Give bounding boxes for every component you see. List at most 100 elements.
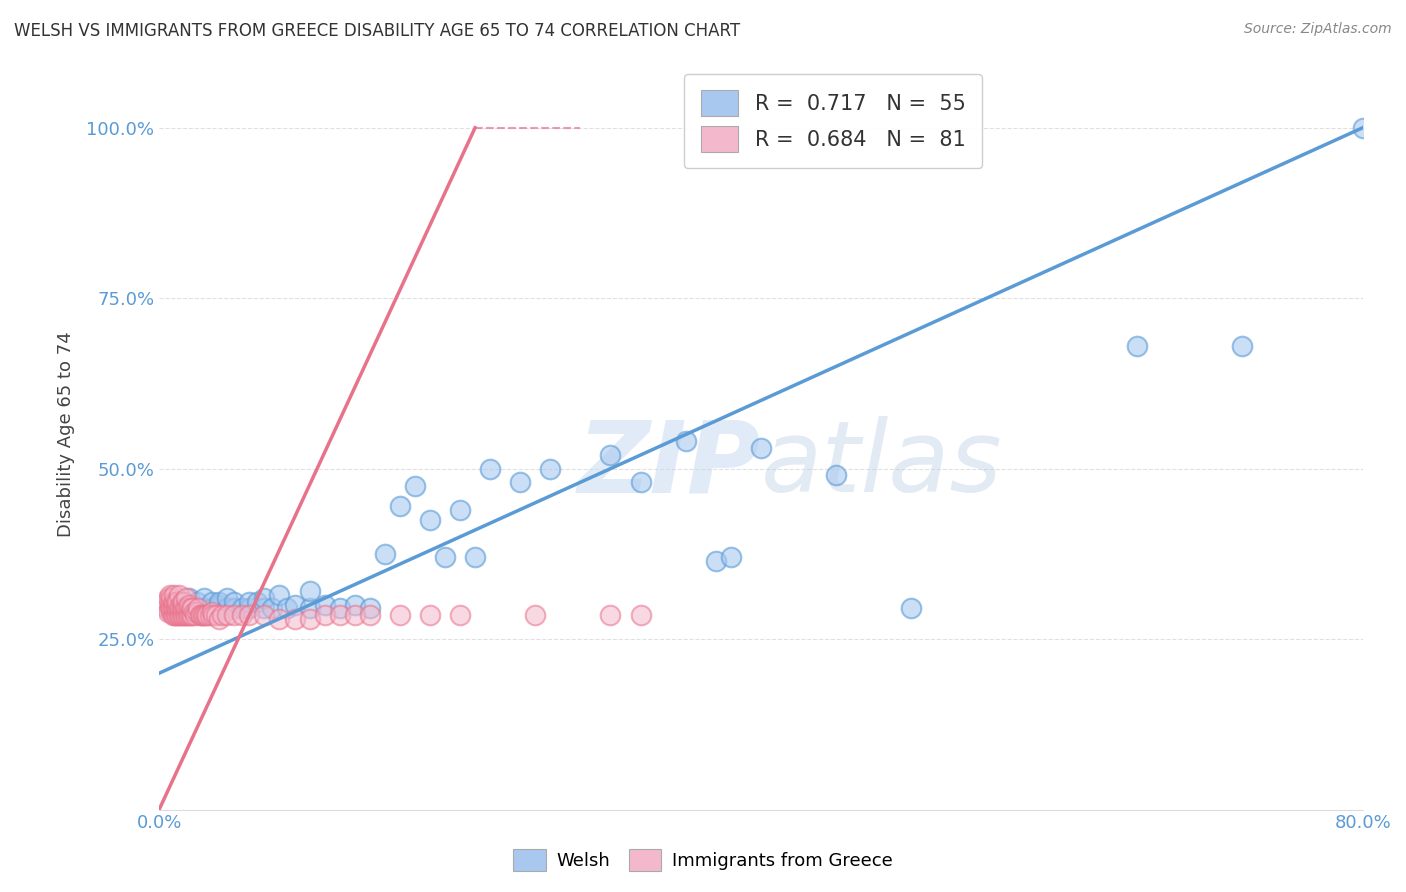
Point: [298, 584, 321, 599]
Point: [388, 608, 411, 623]
Point: [179, 601, 201, 615]
Point: [179, 598, 201, 612]
Point: [160, 601, 183, 615]
Point: [224, 601, 246, 615]
Point: [269, 588, 291, 602]
Point: [1232, 339, 1254, 353]
Point: [177, 608, 200, 623]
Point: [314, 608, 336, 623]
Point: [163, 588, 186, 602]
Point: [179, 591, 201, 606]
Point: [343, 608, 366, 623]
Point: [201, 605, 224, 619]
Point: [172, 608, 194, 623]
Point: [231, 608, 253, 623]
Point: [186, 594, 208, 608]
Point: [165, 594, 187, 608]
Point: [211, 608, 233, 623]
Point: [509, 475, 531, 490]
Point: [193, 601, 215, 615]
Point: [246, 594, 269, 608]
Point: [183, 605, 205, 619]
Point: [157, 605, 180, 619]
Point: [195, 608, 218, 623]
Point: [179, 598, 201, 612]
Point: [599, 448, 621, 462]
Point: [167, 601, 190, 615]
Point: [269, 612, 291, 626]
Point: [538, 461, 561, 475]
Point: [329, 601, 352, 615]
Point: [184, 608, 207, 623]
Point: [224, 608, 246, 623]
Point: [298, 612, 321, 626]
Point: [449, 502, 471, 516]
Point: [159, 588, 181, 602]
Point: [238, 601, 260, 615]
Point: [160, 605, 183, 619]
Text: Source: ZipAtlas.com: Source: ZipAtlas.com: [1244, 22, 1392, 37]
Point: [186, 605, 208, 619]
Point: [163, 594, 186, 608]
Point: [162, 608, 184, 623]
Point: [202, 608, 225, 623]
Point: [464, 550, 486, 565]
Point: [193, 591, 215, 606]
Text: atlas: atlas: [761, 416, 1002, 513]
Point: [165, 608, 187, 623]
Point: [173, 608, 195, 623]
Point: [630, 475, 652, 490]
Point: [174, 601, 197, 615]
Point: [187, 601, 209, 615]
Point: [215, 601, 238, 615]
Point: [169, 601, 191, 615]
Point: [238, 608, 260, 623]
Point: [201, 601, 224, 615]
Point: [194, 608, 217, 623]
Point: [193, 608, 215, 623]
Point: [162, 594, 184, 608]
Point: [314, 598, 336, 612]
Point: [276, 601, 298, 615]
Point: [388, 499, 411, 513]
Point: [224, 594, 246, 608]
Text: WELSH VS IMMIGRANTS FROM GREECE DISABILITY AGE 65 TO 74 CORRELATION CHART: WELSH VS IMMIGRANTS FROM GREECE DISABILI…: [14, 22, 740, 40]
Point: [188, 608, 211, 623]
Point: [1126, 339, 1149, 353]
Point: [191, 608, 214, 623]
Legend: Welsh, Immigrants from Greece: Welsh, Immigrants from Greece: [506, 842, 900, 879]
Point: [162, 601, 184, 615]
Point: [231, 601, 253, 615]
Point: [238, 594, 260, 608]
Point: [630, 608, 652, 623]
Point: [200, 608, 222, 623]
Point: [201, 594, 224, 608]
Point: [208, 598, 231, 612]
Point: [170, 601, 193, 615]
Point: [205, 608, 228, 623]
Point: [524, 608, 547, 623]
Point: [180, 601, 202, 615]
Point: [479, 461, 502, 475]
Point: [170, 594, 193, 608]
Point: [253, 591, 276, 606]
Point: [170, 601, 193, 615]
Point: [404, 479, 426, 493]
Point: [208, 601, 231, 615]
Point: [156, 594, 179, 608]
Legend: R =  0.717   N =  55, R =  0.684   N =  81: R = 0.717 N = 55, R = 0.684 N = 81: [683, 74, 983, 169]
Point: [208, 612, 231, 626]
Point: [298, 601, 321, 615]
Point: [253, 608, 276, 623]
Point: [166, 608, 188, 623]
Point: [166, 594, 188, 608]
Point: [900, 601, 922, 615]
Point: [1351, 120, 1374, 135]
Point: [166, 601, 188, 615]
Point: [165, 601, 187, 615]
Point: [167, 588, 190, 602]
Point: [215, 608, 238, 623]
Point: [163, 598, 186, 612]
Point: [449, 608, 471, 623]
Point: [174, 608, 197, 623]
